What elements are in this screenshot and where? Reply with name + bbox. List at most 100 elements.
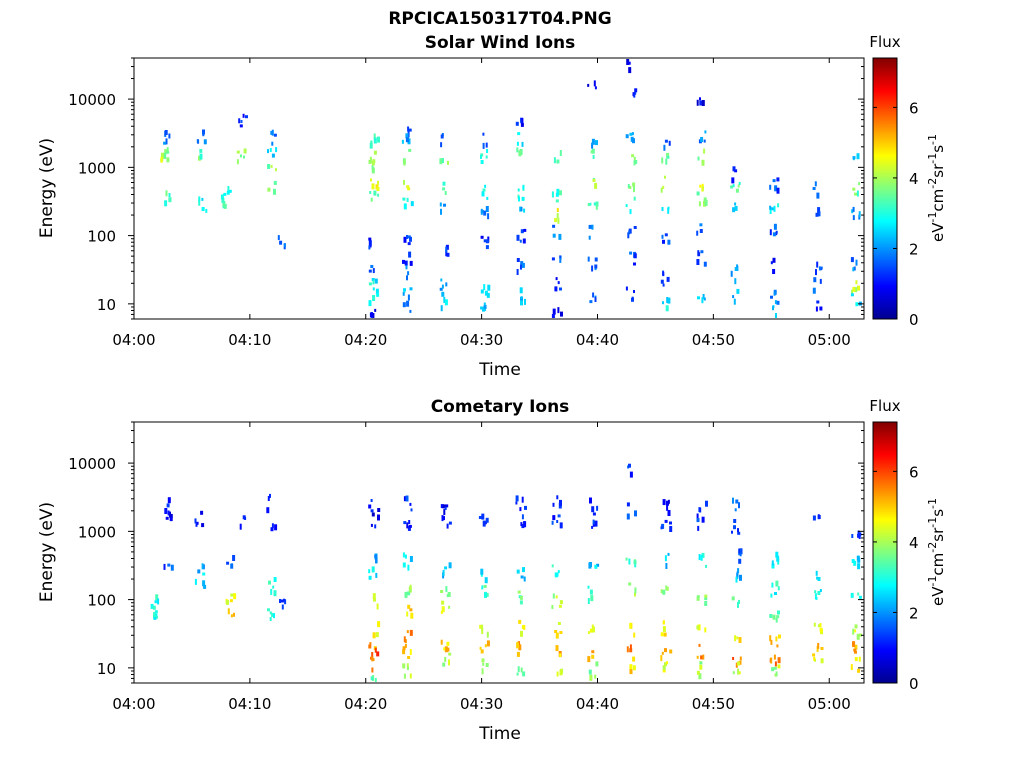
heatmap-cell: [594, 564, 598, 569]
heatmap-cell: [368, 269, 372, 273]
heatmap-cell: [267, 608, 270, 612]
heatmap-cell: [556, 188, 560, 195]
heatmap-cell: [440, 305, 443, 312]
heatmap-cell: [483, 239, 487, 243]
heatmap-cell: [555, 632, 559, 639]
heatmap-cell: [769, 614, 773, 618]
heatmap-cell: [555, 277, 558, 281]
heatmap-cell: [625, 557, 628, 561]
heatmap-cell: [629, 209, 632, 215]
heatmap-cell: [587, 631, 590, 635]
heatmap-cell: [737, 568, 740, 574]
heatmap-cell: [858, 656, 861, 662]
heatmap-cell: [858, 182, 861, 186]
heatmap-cell: [854, 287, 858, 293]
heatmap-cell: [236, 150, 240, 154]
heatmap-cell: [283, 243, 286, 248]
heatmap-cell: [592, 519, 595, 525]
heatmap-cell: [815, 570, 818, 576]
heatmap-cell: [375, 288, 379, 294]
unit-exponent: -1: [926, 517, 939, 528]
axis-ticks: 04:00 04:10 04:20 04:30 04:40 04:50 05:00 10 100…: [68, 421, 864, 713]
heatmap-cell: [701, 552, 705, 558]
heatmap-cell: [632, 138, 635, 144]
heatmap-cell: [775, 551, 779, 558]
heatmap-cell: [233, 593, 237, 600]
colorbar: [872, 421, 898, 684]
heatmap-cell: [660, 632, 664, 637]
heatmap-cell: [519, 287, 523, 294]
heatmap-cell: [273, 133, 277, 137]
heatmap-cell: [667, 552, 670, 556]
heatmap-cell: [551, 520, 554, 525]
heatmap-cell: [170, 564, 174, 571]
heatmap-cell: [731, 596, 735, 601]
heatmap-cell: [445, 244, 449, 250]
heatmap-cell: [555, 572, 559, 577]
heatmap-cell: [662, 272, 665, 277]
heatmap-cell: [279, 599, 281, 603]
heatmap-cell: [554, 286, 558, 292]
heatmap-cell: [734, 635, 737, 642]
heatmap-cell: [404, 643, 407, 648]
heatmap-cell: [590, 150, 594, 154]
heatmap-cell: [587, 598, 590, 604]
heatmap-cell: [167, 497, 171, 504]
heatmap-cell: [480, 155, 482, 159]
heatmap-cell: [405, 133, 409, 139]
heatmap-cell: [406, 630, 409, 634]
heatmap-cell: [665, 305, 669, 312]
heatmap-cell: [551, 605, 554, 609]
heatmap-cell: [403, 521, 407, 525]
heatmap-cell: [852, 156, 856, 160]
heatmap-cell: [589, 628, 593, 633]
heatmap-cell: [369, 642, 372, 646]
heatmap-cell: [154, 600, 158, 604]
heatmap-cell: [232, 555, 236, 561]
heatmap-cell: [662, 589, 666, 595]
heatmap-cell: [553, 157, 556, 164]
heatmap-cell: [854, 629, 857, 633]
heatmap-cell: [201, 563, 204, 570]
heatmap-cell: [482, 662, 485, 666]
heatmap-cell: [271, 141, 274, 146]
colorbar-tick-label: 2: [909, 604, 919, 622]
heatmap-cell: [665, 563, 668, 569]
heatmap-cell: [483, 304, 487, 309]
heatmap-cell: [522, 567, 525, 573]
heatmap-cell: [820, 658, 824, 664]
heatmap-cell: [732, 657, 735, 660]
heatmap-cell: [372, 280, 375, 285]
heatmap-cell: [443, 647, 446, 651]
heatmap-cell: [153, 616, 157, 620]
heatmap-cell: [374, 278, 378, 284]
heatmap-cell: [402, 291, 405, 296]
heatmap-cell: [591, 138, 595, 145]
heatmap-cell: [814, 181, 817, 187]
heatmap-cell: [667, 297, 671, 304]
heatmap-cell: [520, 122, 524, 127]
heatmap-cell: [704, 130, 707, 134]
heatmap-cell: [589, 300, 593, 304]
heatmap-cell: [551, 564, 554, 568]
heatmap-cell: [520, 264, 522, 270]
heatmap-cell: [628, 230, 631, 235]
heatmap-cell: [591, 142, 594, 149]
heatmap-cell: [777, 203, 780, 208]
heatmap-cell: [406, 300, 410, 307]
heatmap-cell: [448, 521, 452, 525]
heatmap-cell: [407, 604, 411, 609]
heatmap-cell: [199, 153, 203, 160]
heatmap-cell: [377, 514, 380, 521]
heatmap-cell: [664, 519, 668, 523]
heatmap-cell: [520, 300, 523, 306]
heatmap-cell: [559, 653, 562, 658]
y-tick-label: 100: [87, 228, 116, 246]
heatmap-cell: [559, 669, 563, 676]
heatmap-cell: [269, 493, 271, 498]
heatmap-cell: [233, 612, 235, 617]
heatmap-cell: [855, 302, 859, 307]
heatmap-cell: [628, 463, 631, 468]
heatmap-cell: [595, 201, 599, 207]
heatmap-cell: [666, 586, 669, 591]
